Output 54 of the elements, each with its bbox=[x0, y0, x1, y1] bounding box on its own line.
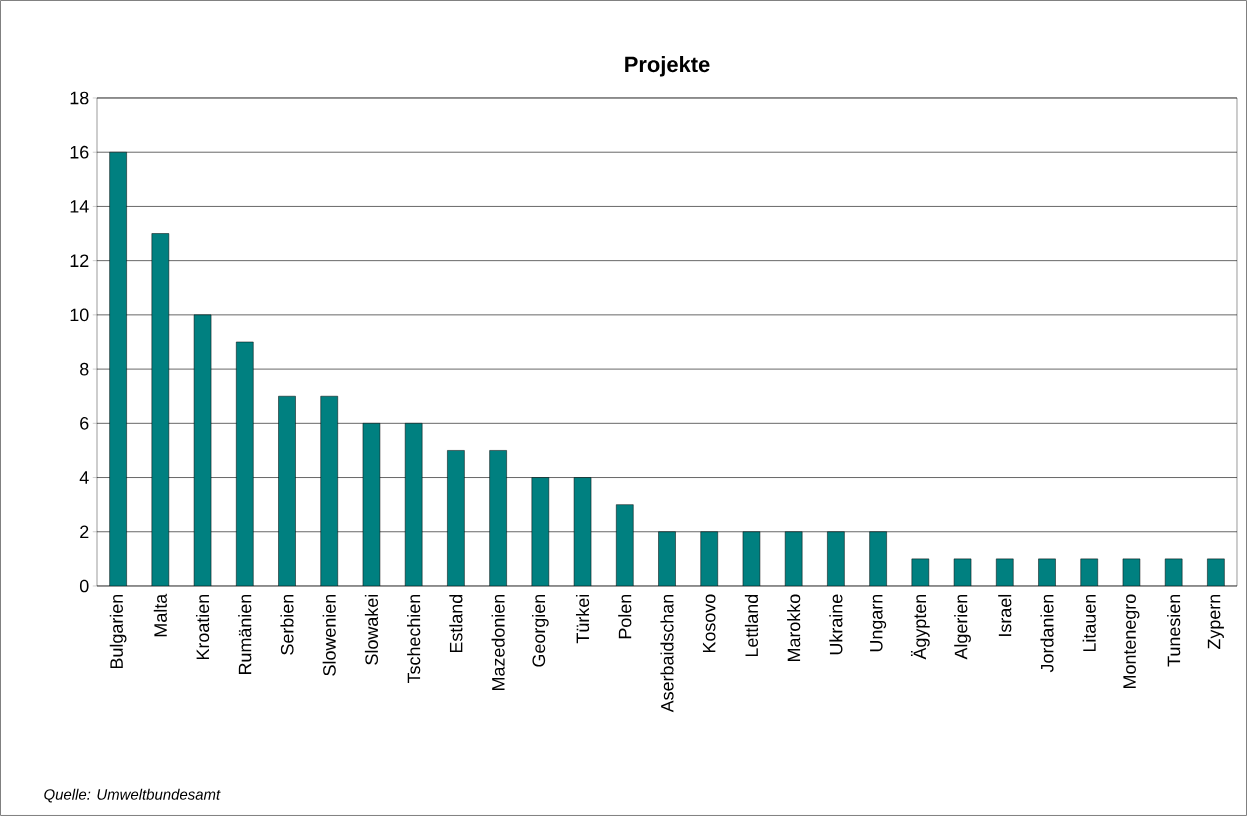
x-tick-label: Montenegro bbox=[1123, 594, 1140, 688]
x-tick-label: Ukraine bbox=[829, 594, 843, 655]
bar bbox=[827, 531, 845, 586]
bar bbox=[616, 504, 634, 586]
x-tick-label: Slowenien bbox=[322, 594, 336, 676]
x-tick-label: Bulgarien bbox=[109, 594, 127, 669]
bar bbox=[700, 531, 718, 586]
bar bbox=[320, 395, 338, 586]
x-tick-label: Malta bbox=[153, 593, 167, 637]
y-tick-label: 2 bbox=[80, 525, 89, 539]
x-tick-label: Israel bbox=[998, 594, 1012, 636]
x-tick-label: Rumänien bbox=[238, 594, 252, 675]
bar bbox=[869, 531, 887, 586]
bar bbox=[151, 233, 170, 586]
y-tick-label: 16 bbox=[70, 145, 89, 159]
x-tick-label: Ägypten bbox=[910, 594, 930, 660]
y-tick-label: 0 bbox=[79, 579, 89, 593]
x-tick-label: Mazedonien bbox=[491, 594, 505, 690]
x-tick-label: Kroatien bbox=[195, 594, 210, 660]
y-tick-label: 14 bbox=[70, 200, 89, 213]
bar bbox=[404, 423, 423, 586]
x-tick-label: Estland bbox=[449, 594, 463, 653]
x-tick-label: Türkei bbox=[575, 594, 590, 644]
y-tick-label: 18 bbox=[70, 91, 89, 105]
x-tick-label: Slowakei bbox=[364, 594, 379, 665]
bar bbox=[531, 477, 550, 586]
x-tick-label: Litauen bbox=[1082, 594, 1096, 652]
x-tick-label: Lettland bbox=[744, 594, 759, 657]
y-tick-label: 8 bbox=[80, 362, 89, 376]
bar bbox=[109, 151, 127, 586]
bar bbox=[489, 450, 507, 586]
bar bbox=[447, 450, 465, 586]
x-tick-label: Aserbaidschan bbox=[660, 594, 674, 713]
x-tick-label: Jordanien bbox=[1040, 594, 1054, 673]
x-tick-label: Marokko bbox=[787, 594, 801, 662]
x-tick-label: Kosovo bbox=[702, 594, 716, 653]
source-note: Quelle: Umweltbundesamt bbox=[44, 788, 221, 803]
y-tick-label: 10 bbox=[70, 308, 89, 322]
x-tick-label: Tschechien bbox=[407, 594, 421, 684]
y-tick-label: 6 bbox=[80, 416, 89, 430]
y-tick-label: 4 bbox=[79, 471, 89, 484]
chart-title: Projekte bbox=[625, 56, 710, 77]
bar bbox=[658, 531, 676, 586]
bar bbox=[784, 531, 803, 586]
x-tick-label: Tunesien bbox=[1167, 594, 1181, 667]
x-tick-label: Zypern bbox=[1207, 594, 1224, 650]
y-tick-label: 12 bbox=[70, 254, 89, 267]
bar bbox=[236, 341, 254, 586]
bar bbox=[278, 395, 296, 586]
x-tick-label: Ungarn bbox=[870, 594, 887, 652]
x-tick-label: Georgien bbox=[531, 594, 549, 667]
x-tick-label: Polen bbox=[618, 594, 632, 639]
x-tick-label: Serbien bbox=[280, 594, 294, 655]
x-tick-label: Algerien bbox=[954, 594, 971, 660]
